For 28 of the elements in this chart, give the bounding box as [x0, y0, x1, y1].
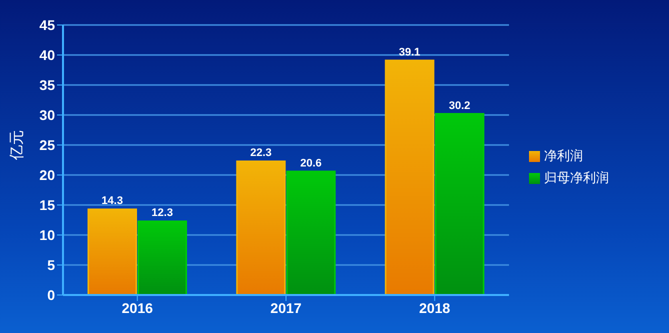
data-label: 14.3: [102, 195, 123, 208]
y-tick-label: 0: [47, 286, 56, 303]
bar: [138, 220, 188, 295]
y-tick-label: 45: [39, 16, 56, 33]
bar: [236, 160, 286, 295]
data-label: 20.6: [300, 157, 322, 170]
y-tick-label: 25: [39, 136, 56, 153]
legend-label: 归母净利润: [544, 170, 609, 184]
y-tick-label: 35: [39, 76, 56, 93]
data-label: 12.3: [152, 207, 173, 220]
bar: [88, 208, 138, 295]
bar: [286, 170, 336, 295]
y-tick-label: 40: [39, 46, 56, 63]
y-axis-title: 亿元: [9, 130, 26, 161]
y-tick-label: 10: [39, 226, 56, 243]
y-tick-label: 30: [39, 106, 56, 123]
data-label: 22.3: [250, 147, 272, 160]
legend-label: 净利润: [544, 148, 583, 162]
y-tick-label: 15: [39, 196, 56, 213]
bar: [434, 113, 484, 295]
bar: [384, 60, 434, 295]
data-label: 30.2: [448, 100, 470, 112]
x-tick-label: 2018: [419, 300, 450, 316]
x-tick-label: 2017: [270, 300, 302, 316]
data-label: 39.1: [398, 46, 420, 58]
x-tick-label: 2016: [122, 300, 154, 316]
y-tick-label: 5: [47, 256, 56, 273]
y-tick-label: 20: [39, 166, 56, 183]
